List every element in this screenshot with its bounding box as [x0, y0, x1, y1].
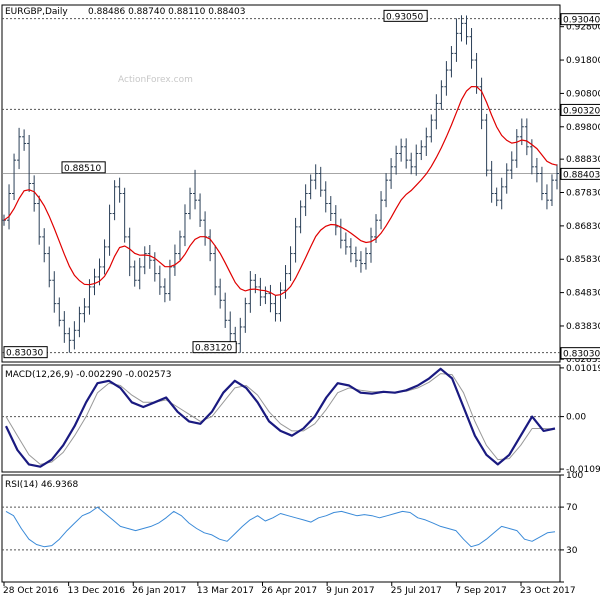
- macd-title: MACD(12,26,9) -0.002290 -0.002573: [5, 370, 171, 380]
- high-label-box: [383, 9, 428, 22]
- x-tick-label: 9 Jun 2017: [326, 586, 374, 596]
- level-label-box: [560, 13, 600, 26]
- swing-label-box: [61, 161, 106, 174]
- macd-signal-line: [5, 373, 556, 465]
- rsi-tick-label: 100: [566, 471, 583, 481]
- current-price-label: 0.88403: [563, 170, 600, 180]
- macd-tick-label: 0.00: [566, 413, 586, 423]
- macd-line: [5, 367, 556, 468]
- chart-title: EURGBP,Daily: [5, 7, 68, 17]
- price-panel: [1, 4, 561, 363]
- level-label: 0.83030: [563, 350, 600, 360]
- x-tick-label: 7 Sep 2017: [455, 586, 506, 596]
- price-tick-label: 0.87830: [566, 189, 600, 199]
- x-tick-label: 25 Jul 2017: [391, 586, 442, 596]
- x-tick-label: 26 Jan 2017: [132, 586, 186, 596]
- watermark: ActionForex.com: [118, 75, 193, 85]
- macd-tick-label: 0.010195: [566, 364, 600, 374]
- x-tick-label: 26 Apr 2017: [262, 586, 318, 596]
- level-label: 0.90320: [563, 106, 600, 116]
- rsi-title: RSI(14) 46.9368: [5, 480, 78, 490]
- price-tick-label: 0.84830: [566, 289, 600, 299]
- rsi-tick-label: 70: [566, 503, 578, 513]
- rsi-panel: [1, 474, 561, 583]
- price-tick-label: 0.92800: [566, 23, 600, 33]
- current-price-label-box: [560, 167, 600, 180]
- moving-average-line: [3, 85, 558, 297]
- price-tick-label: 0.82835: [566, 355, 600, 365]
- macd-tick-label: -0.010989: [566, 465, 600, 475]
- x-tick-label: 13 Dec 2016: [68, 586, 126, 596]
- low-label-box: [192, 341, 237, 354]
- price-tick-label: 0.85830: [566, 255, 600, 265]
- low-label-box: [3, 346, 48, 359]
- high-label: 0.93050: [386, 12, 423, 22]
- ohlc-values: 0.88486 0.88740 0.88110 0.88403: [88, 7, 245, 17]
- low-label: 0.83120: [195, 344, 232, 354]
- price-tick-label: 0.86830: [566, 222, 600, 232]
- macd-panel: [1, 364, 561, 473]
- low-label: 0.83030: [6, 349, 43, 359]
- level-label-box: [560, 103, 600, 116]
- price-tick-label: 0.89800: [566, 123, 600, 133]
- price-tick-label: 0.88830: [566, 155, 600, 165]
- rsi-tick-label: 30: [566, 546, 578, 556]
- price-tick-label: 0.83830: [566, 322, 600, 332]
- level-label: 0.93040: [563, 16, 600, 26]
- price-tick-label: 0.91800: [566, 56, 600, 66]
- level-label-box: [560, 347, 600, 360]
- price-tick-label: 0.90800: [566, 89, 600, 99]
- rsi-line: [5, 506, 556, 548]
- x-tick-label: 23 Oct 2017: [520, 586, 576, 596]
- x-tick-label: 28 Oct 2016: [3, 586, 59, 596]
- x-tick-label: 13 Mar 2017: [197, 586, 254, 596]
- swing-label: 0.88510: [64, 164, 101, 174]
